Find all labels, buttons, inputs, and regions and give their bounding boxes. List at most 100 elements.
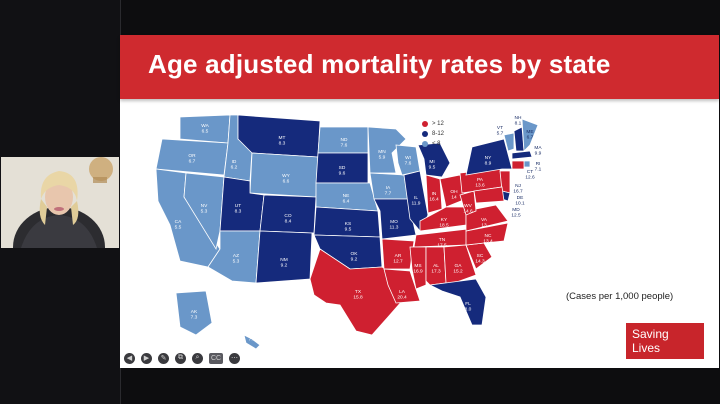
sidebar-panel <box>0 0 121 404</box>
state-vt <box>503 132 515 152</box>
state-va <box>465 204 509 232</box>
state-abbr-ga: GA <box>455 263 463 269</box>
legend-item-low: < 8 <box>422 139 482 149</box>
state-abbr-ri: RI <box>536 161 541 167</box>
us-choropleth-map: WA6.5OR6.7CA5.5NV5.3ID6.2MT8.3WY6.6UT8.3… <box>155 114 542 350</box>
state-value-mo: 11.3 <box>390 225 399 231</box>
logo-line-2: Lives <box>632 341 661 355</box>
state-abbr-in: IN <box>432 191 437 197</box>
slide-title-banner: Age adjusted mortality rates by state <box>120 35 719 99</box>
slides-overview-button[interactable]: ⧉ <box>175 352 186 364</box>
state-value-tn: 17.5 <box>437 243 447 249</box>
state-value-sc: 14.3 <box>475 259 485 265</box>
state-value-ct: 12.6 <box>525 175 535 181</box>
state-value-ne: 6.4 <box>343 199 350 205</box>
state-abbr-ok: OK <box>351 251 359 257</box>
state-abbr-nm: NM <box>280 257 287 263</box>
legend-item-mid: 8-12 <box>422 129 482 139</box>
state-abbr-ny: NY <box>485 155 492 161</box>
state-value-wy: 6.6 <box>283 179 290 185</box>
state-value-wi: 7.6 <box>405 161 412 167</box>
state-value-ri: 7.1 <box>535 167 542 173</box>
state-value-ut: 8.3 <box>235 209 242 215</box>
state-abbr-la: LA <box>399 289 406 295</box>
saving-lives-logo: Saving Lives <box>626 323 704 359</box>
state-ny <box>465 138 513 176</box>
state-ak <box>175 290 213 336</box>
state-abbr-nh: NH <box>515 115 522 121</box>
previous-slide-button[interactable]: ◀ <box>124 352 135 364</box>
state-value-tx: 15.8 <box>353 295 363 301</box>
slide-toolbar: ◀ ▶ ✎ ⧉ ⌕ CC ⋯ <box>120 348 264 368</box>
state-value-in: 16.4 <box>429 197 439 203</box>
state-value-ny: 8.9 <box>485 161 492 167</box>
state-value-ca: 5.5 <box>175 225 182 231</box>
state-abbr-az: AZ <box>233 253 239 259</box>
state-abbr-tn: TN <box>439 237 446 243</box>
state-abbr-vt: VT <box>497 125 503 131</box>
state-abbr-nj: NJ <box>515 183 521 189</box>
state-abbr-nd: ND <box>341 137 348 143</box>
state-nc <box>465 222 509 246</box>
legend-swatch-mid <box>422 131 428 137</box>
pen-tool-button[interactable]: ✎ <box>158 352 169 364</box>
state-value-nh: 8.1 <box>515 121 522 127</box>
next-slide-button[interactable]: ▶ <box>141 352 152 364</box>
state-value-id: 6.2 <box>231 165 238 171</box>
state-abbr-ma: MA <box>534 145 542 151</box>
state-value-or: 6.7 <box>189 159 196 165</box>
state-value-la: 20.4 <box>397 295 407 301</box>
state-value-il: 11.9 <box>412 201 421 207</box>
state-abbr-ak: AK <box>191 309 198 315</box>
state-ct <box>511 160 525 170</box>
state-abbr-mi: MI <box>429 159 434 165</box>
state-abbr-ut: UT <box>235 203 241 209</box>
state-abbr-ct: CT <box>527 169 533 175</box>
state-abbr-oh: OH <box>450 189 458 195</box>
legend-swatch-high <box>422 121 428 127</box>
legend-label-high: > 12 <box>432 121 444 127</box>
state-abbr-il: IL <box>414 195 418 201</box>
state-value-md: 12.5 <box>511 213 521 219</box>
state-abbr-al: AL <box>433 263 439 269</box>
state-abbr-fl: FL <box>465 301 471 307</box>
webcam-video <box>1 157 119 248</box>
state-value-va: 13 <box>481 223 487 229</box>
state-nv <box>183 172 225 251</box>
state-fl <box>428 278 487 326</box>
state-wv <box>459 190 477 216</box>
legend-label-mid: 8-12 <box>432 131 445 137</box>
state-abbr-de: DE <box>517 195 524 201</box>
state-abbr-sc: SC <box>477 253 484 259</box>
state-abbr-sd: SD <box>339 165 346 171</box>
state-value-ga: 15.2 <box>453 269 463 275</box>
state-value-ky: 18.5 <box>439 223 449 229</box>
state-value-nj: 16.7 <box>513 189 523 195</box>
state-abbr-wa: WA <box>201 123 209 129</box>
state-me <box>521 118 539 152</box>
state-value-fl: 8.0 <box>465 307 472 313</box>
state-value-mt: 8.3 <box>279 141 286 147</box>
state-abbr-va: VA <box>481 217 488 223</box>
state-ri <box>523 160 531 168</box>
captions-button[interactable]: CC <box>209 352 223 364</box>
state-abbr-ca: CA <box>175 219 182 225</box>
state-ga <box>443 244 477 284</box>
state-abbr-ky: KY <box>441 217 448 223</box>
state-abbr-wv: WV <box>464 203 473 209</box>
state-value-oh: 14 <box>451 195 457 201</box>
state-value-nd: 7.6 <box>341 143 348 149</box>
zoom-button[interactable]: ⌕ <box>192 352 203 364</box>
more-options-button[interactable]: ⋯ <box>229 352 240 364</box>
state-abbr-nc: NC <box>485 233 492 239</box>
state-abbr-ms: MS <box>414 263 421 269</box>
presentation-slide: WA 6.5 OR 6.7 CA 5.5 NV 5.3 ID 6.2 MT 8.3 WY 6.6 UT 8.3… <box>120 35 719 368</box>
state-value-nm: 9.2 <box>281 263 288 269</box>
state-abbr-co: CO <box>284 213 291 219</box>
state-abbr-wi: WI <box>405 155 411 161</box>
state-nm <box>255 230 313 284</box>
state-abbr-ia: IA <box>386 185 391 191</box>
state-abbr-mt: MT <box>279 135 286 141</box>
state-value-ia: 7.7 <box>385 191 392 197</box>
state-value-nc: 13.4 <box>483 239 493 245</box>
